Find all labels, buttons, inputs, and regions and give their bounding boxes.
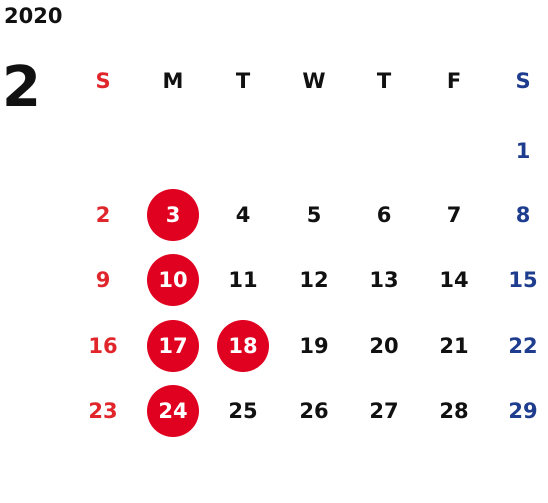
day-cell[interactable]: 16 bbox=[73, 320, 133, 372]
holiday-day-number: 18 bbox=[217, 320, 269, 372]
day-cell[interactable]: 5 bbox=[284, 189, 344, 241]
day-cell[interactable]: 2 bbox=[73, 189, 133, 241]
day-cell[interactable]: 23 bbox=[73, 385, 133, 437]
day-number: 5 bbox=[306, 203, 322, 227]
weekday-header: T bbox=[376, 69, 392, 93]
weekday-header: S bbox=[515, 69, 531, 93]
day-cell[interactable]: 17 bbox=[143, 320, 203, 372]
day-number: 15 bbox=[508, 268, 538, 292]
day-number: 9 bbox=[95, 268, 111, 292]
year-label: 2020 bbox=[4, 4, 63, 28]
day-cell[interactable]: 11 bbox=[213, 254, 273, 306]
day-number: 12 bbox=[299, 268, 329, 292]
day-cell[interactable]: 9 bbox=[73, 254, 133, 306]
day-number: 16 bbox=[88, 334, 118, 358]
weekday-header: F bbox=[446, 69, 462, 93]
weekday-header: T bbox=[235, 69, 251, 93]
holiday-day-number: 10 bbox=[147, 254, 199, 306]
day-cell[interactable]: 29 bbox=[493, 385, 548, 437]
day-cell[interactable]: 28 bbox=[424, 385, 484, 437]
day-number: 21 bbox=[439, 334, 469, 358]
day-cell[interactable]: 15 bbox=[493, 254, 548, 306]
day-cell[interactable]: 10 bbox=[143, 254, 203, 306]
holiday-day-number: 3 bbox=[147, 189, 199, 241]
day-number: 26 bbox=[299, 399, 329, 423]
day-cell[interactable]: 8 bbox=[493, 189, 548, 241]
day-cell[interactable]: 18 bbox=[213, 320, 273, 372]
day-number: 19 bbox=[299, 334, 329, 358]
day-number: 7 bbox=[446, 203, 462, 227]
day-number: 4 bbox=[235, 203, 251, 227]
weekday-header: M bbox=[162, 69, 184, 93]
day-number: 20 bbox=[369, 334, 399, 358]
day-number: 23 bbox=[88, 399, 118, 423]
day-cell[interactable]: 6 bbox=[354, 189, 414, 241]
holiday-day-number: 17 bbox=[147, 320, 199, 372]
day-number: 6 bbox=[376, 203, 392, 227]
day-number: 13 bbox=[369, 268, 399, 292]
day-cell[interactable]: 1 bbox=[493, 125, 548, 177]
day-number: 1 bbox=[515, 139, 531, 163]
day-number: 22 bbox=[508, 334, 538, 358]
day-number: 8 bbox=[515, 203, 531, 227]
day-cell[interactable]: 14 bbox=[424, 254, 484, 306]
day-cell[interactable]: 24 bbox=[143, 385, 203, 437]
day-number: 25 bbox=[228, 399, 258, 423]
day-cell[interactable]: 26 bbox=[284, 385, 344, 437]
weekday-header: S bbox=[95, 69, 111, 93]
day-number: 2 bbox=[95, 203, 111, 227]
day-number: 14 bbox=[439, 268, 469, 292]
day-cell[interactable]: 4 bbox=[213, 189, 273, 241]
day-cell[interactable]: 21 bbox=[424, 320, 484, 372]
day-number: 28 bbox=[439, 399, 469, 423]
weekday-header: W bbox=[302, 69, 326, 93]
day-number: 11 bbox=[228, 268, 258, 292]
day-cell[interactable]: 13 bbox=[354, 254, 414, 306]
day-cell[interactable]: 27 bbox=[354, 385, 414, 437]
day-cell[interactable]: 19 bbox=[284, 320, 344, 372]
day-cell[interactable]: 7 bbox=[424, 189, 484, 241]
day-number: 27 bbox=[369, 399, 399, 423]
day-cell[interactable]: 20 bbox=[354, 320, 414, 372]
day-cell[interactable]: 12 bbox=[284, 254, 344, 306]
holiday-day-number: 24 bbox=[147, 385, 199, 437]
day-cell[interactable]: 25 bbox=[213, 385, 273, 437]
day-number: 29 bbox=[508, 399, 538, 423]
day-cell[interactable]: 3 bbox=[143, 189, 203, 241]
day-cell[interactable]: 22 bbox=[493, 320, 548, 372]
month-number: 2 bbox=[2, 55, 41, 120]
